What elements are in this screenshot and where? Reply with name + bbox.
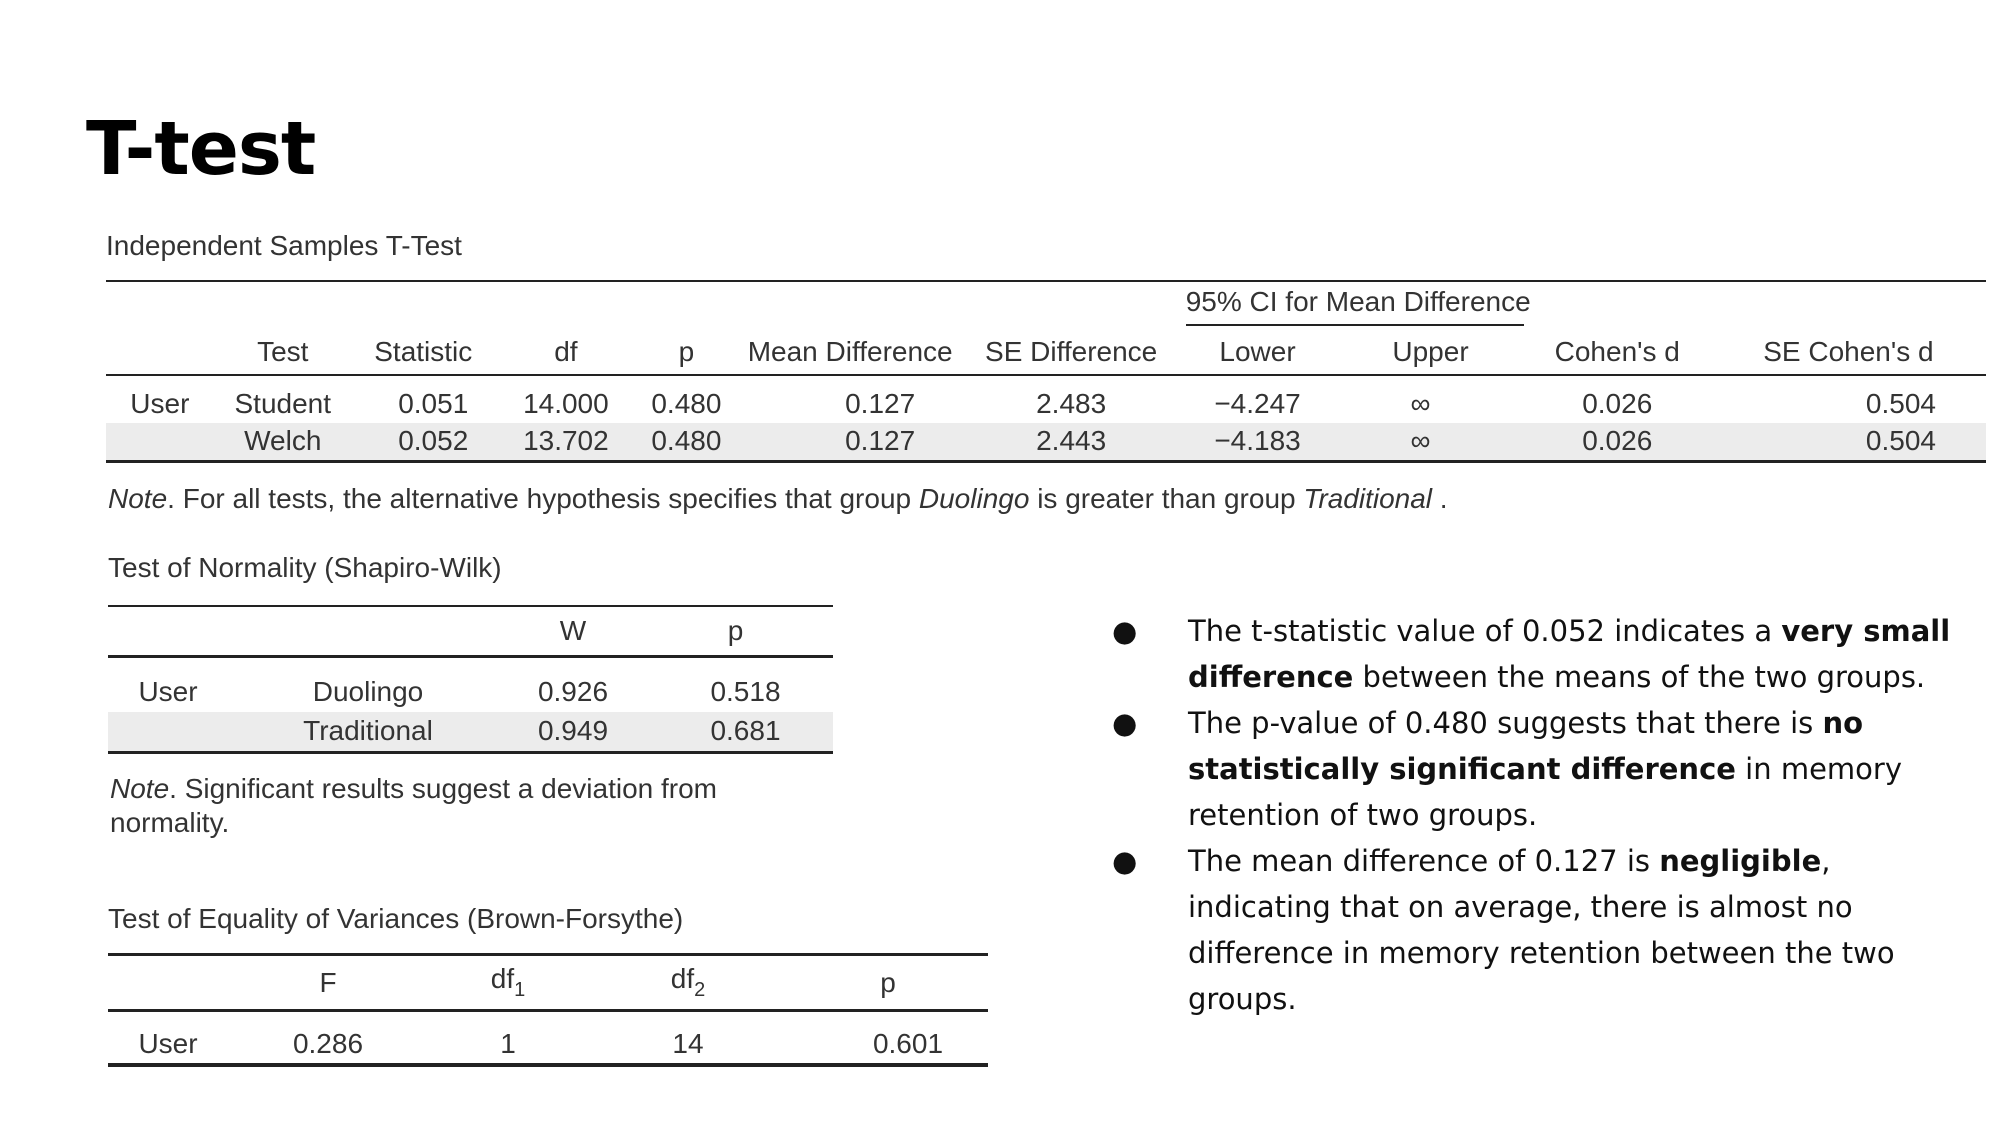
- table-cell: −4.183: [1177, 423, 1338, 461]
- column-header: [106, 329, 214, 375]
- row-group-label: [106, 423, 214, 461]
- table-row: User 0.286 1 14 0.601: [108, 1025, 988, 1065]
- table-cell: 14.000: [523, 388, 609, 419]
- table-row: User Student 0.051 14.000 0.480 0.127 2.…: [106, 385, 1986, 423]
- table-cell: 0.601: [872, 1027, 944, 1059]
- column-header: W: [559, 614, 587, 646]
- table-cell: 0.949: [508, 712, 638, 752]
- table-cell: 0.052: [351, 423, 495, 461]
- table-cell: ∞: [1337, 423, 1524, 461]
- normality-header-row: W p: [108, 606, 833, 656]
- variances-header-row: F df1 df2 p: [108, 954, 988, 1011]
- table-cell: 0.504: [1865, 388, 1936, 419]
- table-cell: 0.480: [637, 423, 736, 461]
- table-cell: 2.483: [1036, 388, 1107, 419]
- column-header: Statistic: [374, 335, 473, 367]
- table-row: Traditional 0.949 0.681: [108, 712, 833, 752]
- ttest-table: 95% CI for Mean Difference Test Statisti…: [106, 280, 1986, 463]
- column-header: p: [880, 966, 896, 998]
- row-group-label: User: [138, 1027, 198, 1059]
- table-cell: Traditional: [228, 712, 508, 752]
- table-cell: Duolingo: [312, 676, 424, 707]
- column-header: Test: [257, 335, 309, 367]
- note-text: . Significant results suggest a deviatio…: [169, 773, 717, 804]
- table-cell: 0.504: [1710, 423, 1986, 461]
- table-cell: 0.681: [638, 712, 833, 752]
- column-header: [228, 606, 508, 656]
- row-group-label: [108, 712, 228, 752]
- table-cell: 0.480: [651, 388, 722, 419]
- column-header: Lower: [1219, 335, 1296, 367]
- variances-caption: Test of Equality of Variances (Brown-For…: [108, 903, 684, 934]
- column-header: SE Cohen's d: [1763, 335, 1934, 367]
- row-group-label: User: [130, 388, 190, 419]
- column-header: Mean Difference: [747, 335, 953, 367]
- table-cell: 0.518: [710, 676, 781, 707]
- table-cell: 1: [500, 1027, 516, 1059]
- table-cell: 0.051: [398, 388, 469, 419]
- table-cell: 0.026: [1582, 388, 1653, 419]
- table-cell: 14: [672, 1027, 704, 1059]
- normality-table: W p User Duolingo 0.926 0.518 Traditiona…: [108, 605, 833, 754]
- ci-group-header: 95% CI for Mean Difference: [1185, 286, 1531, 326]
- note-text: is greater than group: [1029, 483, 1304, 514]
- table-cell: 0.127: [845, 388, 916, 419]
- normality-note: Note. Significant results suggest a devi…: [110, 772, 717, 840]
- table-cell: Student: [234, 388, 332, 419]
- table-row: Welch 0.052 13.702 0.480 0.127 2.443 −4.…: [106, 423, 1986, 461]
- column-header: p: [678, 335, 695, 367]
- slide-title: T-test: [86, 106, 316, 192]
- note-text: .: [1432, 483, 1448, 514]
- note-label: Note: [110, 773, 170, 804]
- list-item: ● The t-statistic value of 0.052 indicate…: [1112, 608, 1952, 700]
- list-item: ● The mean difference of 0.127 is negligi…: [1112, 838, 1952, 1022]
- table-cell: Welch: [213, 423, 352, 461]
- column-header: Cohen's d: [1554, 335, 1680, 367]
- column-header: df1: [490, 963, 526, 1001]
- note-group: Traditional: [1303, 483, 1433, 514]
- ttest-note: Note. For all tests, the alternative hyp…: [108, 482, 1448, 516]
- column-header: Upper: [1392, 335, 1469, 367]
- table-cell: −4.247: [1214, 388, 1301, 419]
- bullet-icon: ●: [1112, 614, 1138, 648]
- column-header: df2: [670, 963, 706, 1001]
- table-cell: 0.127: [735, 423, 965, 461]
- bullet-icon: ●: [1112, 844, 1138, 878]
- variances-table: F df1 df2 p User 0.286 1 14 0.601: [108, 953, 988, 1067]
- list-item: ● The p-value of 0.480 suggests that ther…: [1112, 700, 1952, 838]
- table-row: User Duolingo 0.926 0.518: [108, 672, 833, 712]
- column-header: SE Difference: [985, 335, 1158, 367]
- bullet-icon: ●: [1112, 706, 1138, 740]
- row-group-label: User: [138, 676, 198, 707]
- note-group: Duolingo: [918, 483, 1030, 514]
- note-text: . For all tests, the alternative hypothe…: [167, 483, 919, 514]
- ttest-caption: Independent Samples T-Test: [106, 230, 462, 261]
- table-cell: 13.702: [494, 423, 638, 461]
- table-cell: 0.926: [537, 676, 609, 707]
- column-header: p: [727, 614, 744, 646]
- table-cell: 0.286: [292, 1027, 364, 1059]
- note-label: Note: [108, 483, 168, 514]
- note-text: normality.: [110, 807, 230, 838]
- ttest-header-row: Test Statistic df p Mean Difference SE D…: [106, 329, 1986, 375]
- table-cell: ∞: [1410, 388, 1431, 419]
- column-header: F: [319, 966, 337, 998]
- column-header: df: [554, 335, 578, 367]
- normality-caption: Test of Normality (Shapiro-Wilk): [108, 552, 502, 583]
- table-cell: 2.443: [964, 423, 1178, 461]
- interpretation-list: ● The t-statistic value of 0.052 indicate…: [1112, 608, 1952, 1022]
- column-header: [108, 606, 228, 656]
- table-cell: 0.026: [1523, 423, 1711, 461]
